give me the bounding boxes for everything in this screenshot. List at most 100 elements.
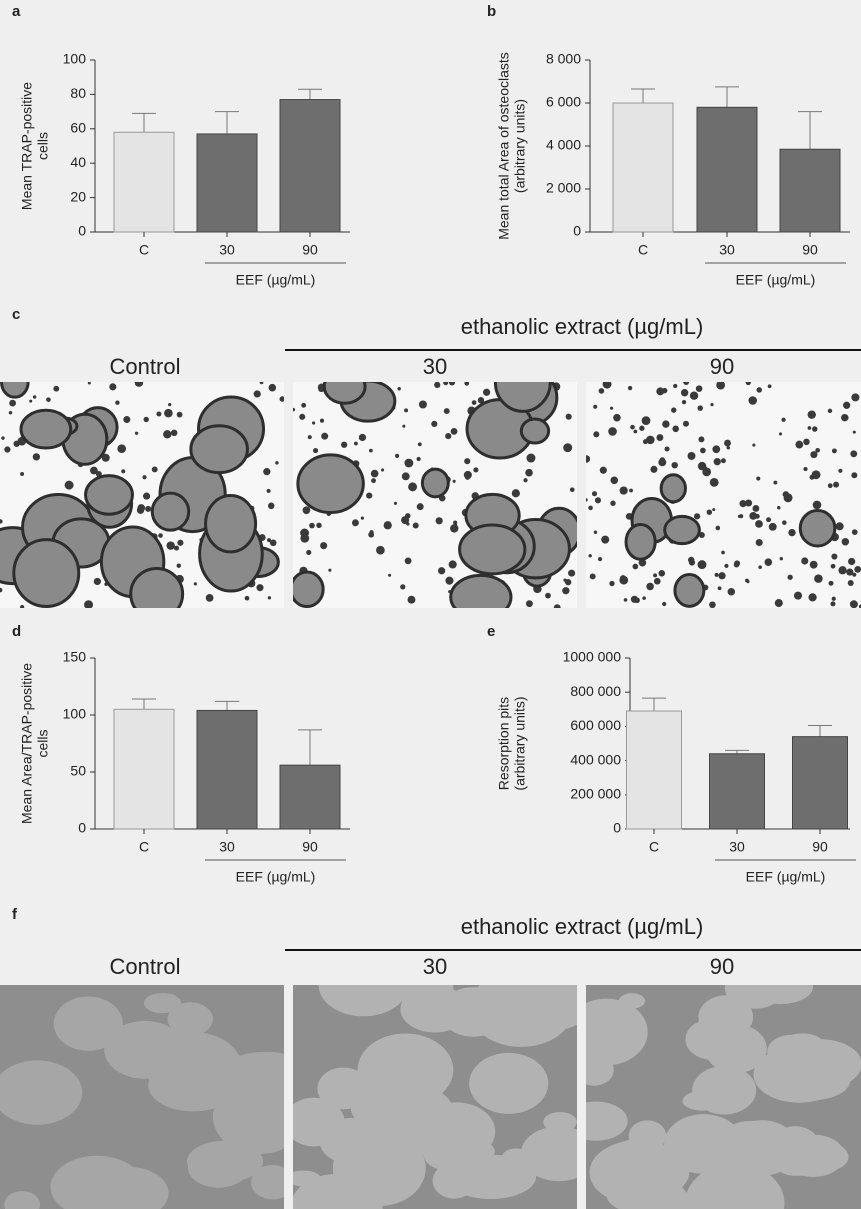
cell [739, 514, 743, 518]
x-tick-label: C [139, 242, 149, 258]
pit [521, 1126, 597, 1181]
cell [164, 409, 173, 418]
cell [370, 530, 374, 534]
x-tick-label: 90 [302, 839, 318, 855]
y-tick-label: 800 000 [570, 683, 621, 699]
cell [526, 454, 535, 463]
osteoclast [86, 476, 133, 515]
panel-label: d [12, 623, 21, 640]
cell [654, 578, 661, 585]
cell [436, 517, 443, 524]
cell [570, 487, 575, 492]
cell [831, 554, 837, 560]
cell [145, 506, 151, 512]
column-label: Control [110, 954, 181, 979]
osteoclast [495, 353, 550, 412]
cell [554, 604, 561, 611]
osteoclast [451, 575, 511, 618]
cell [853, 431, 856, 434]
cell [642, 416, 651, 425]
column-label: 90 [710, 954, 734, 979]
cell [795, 441, 803, 449]
cell [714, 458, 721, 465]
cell [354, 442, 358, 446]
cell [610, 501, 615, 506]
cell [371, 470, 379, 478]
cell [388, 574, 391, 577]
cell [755, 520, 763, 528]
cell [109, 383, 116, 390]
cell [313, 448, 318, 453]
cell [608, 427, 617, 436]
cell [683, 379, 689, 385]
osteoclast [460, 525, 525, 574]
cell [788, 575, 793, 580]
y-tick-label: 100 [63, 51, 87, 67]
cell [402, 425, 405, 428]
cell [673, 384, 677, 388]
cell [842, 538, 849, 545]
y-tick-label: 50 [70, 763, 86, 779]
cell [739, 500, 746, 507]
cell [369, 449, 373, 453]
pit [251, 1165, 294, 1200]
x-tick-label: C [649, 839, 659, 855]
bar [114, 709, 174, 829]
osteoclast [661, 475, 685, 502]
cell [568, 570, 575, 577]
cell [846, 569, 853, 576]
cell [9, 400, 16, 407]
pit [188, 1147, 249, 1187]
cell [628, 386, 632, 390]
cell [464, 471, 472, 479]
cell [308, 435, 312, 439]
cell [716, 381, 725, 390]
bar [613, 103, 673, 232]
cell [593, 431, 599, 437]
cell [810, 475, 815, 480]
cell [171, 430, 177, 436]
y-axis-label: cells [35, 729, 51, 757]
cell [309, 523, 315, 529]
cell [583, 455, 591, 463]
cell [698, 560, 707, 569]
cell [566, 414, 572, 420]
cell [451, 428, 458, 435]
y-tick-label: 150 [63, 649, 87, 665]
y-axis-label: (arbitrary units) [512, 696, 528, 790]
cell [464, 381, 469, 386]
cell [275, 461, 278, 464]
cell [33, 453, 40, 460]
cell [545, 593, 551, 599]
pit [319, 954, 409, 1016]
cell [321, 433, 328, 440]
osteoclast [521, 419, 548, 443]
group-label: EEF (µg/mL) [236, 869, 316, 885]
cell [700, 448, 706, 454]
x-tick-label: 30 [719, 242, 735, 258]
cell [121, 469, 125, 473]
y-tick-label: 100 [63, 706, 87, 722]
cell [848, 580, 854, 586]
cell [814, 574, 823, 583]
cell [660, 457, 665, 462]
cell [20, 472, 24, 476]
cell [142, 475, 146, 479]
cell [712, 508, 715, 511]
cell [838, 566, 846, 574]
y-tick-label: 200 000 [570, 786, 621, 802]
x-tick-label: 90 [302, 242, 318, 258]
cell [418, 442, 422, 446]
panel-label: c [12, 306, 20, 323]
y-tick-label: 40 [70, 154, 86, 170]
cell [408, 482, 417, 491]
cell [402, 472, 410, 480]
cell [352, 519, 359, 526]
cell [613, 414, 621, 422]
cell [405, 557, 412, 564]
cell [376, 546, 385, 555]
cell [449, 560, 457, 568]
x-tick-label: 30 [219, 839, 235, 855]
cell [359, 434, 366, 441]
cell [672, 426, 679, 433]
